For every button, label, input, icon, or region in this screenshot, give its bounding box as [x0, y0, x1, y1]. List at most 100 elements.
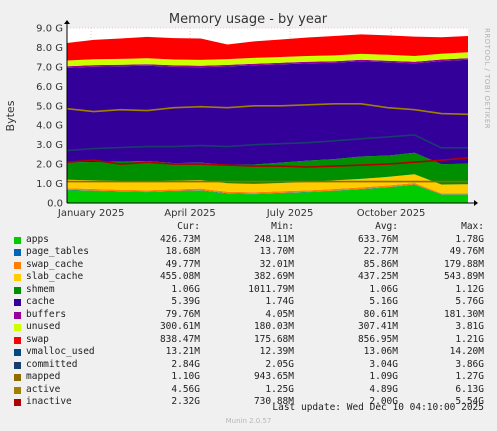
legend-min: 2.05G — [265, 358, 294, 370]
legend-min: 382.69M — [253, 271, 294, 282]
y-tick-labels: 0.0 1.0 G 2.0 G 3.0 G 4.0 G 5.0 G 6.0 G 7.0 G 8.… — [36, 24, 63, 210]
y-tick-label: 3.0 G — [36, 140, 63, 151]
legend-row-slab_cache: slab_cache 455.08M 382.69M 437.25M 543.89M — [0, 271, 497, 284]
legend-avg: 437.25M — [357, 271, 398, 282]
legend-swatch — [14, 274, 21, 281]
y-tick-label: 2.0 G — [36, 160, 63, 171]
y-axis-label: Bytes — [4, 100, 17, 131]
legend-row-page_tables: page_tables 18.68M 13.70M 22.77M 49.76M — [0, 246, 497, 259]
legend-name: apps — [26, 233, 49, 245]
legend-min: 1.74G — [265, 296, 294, 307]
legend-cur: 79.76M — [165, 308, 200, 320]
legend-max: 5.76G — [455, 296, 484, 307]
header-avg: Avg: — [375, 221, 398, 232]
legend-cur: 1.06G — [171, 283, 200, 295]
legend-max: 3.86G — [455, 358, 484, 370]
legend-name: unused — [26, 321, 61, 332]
memory-chart: Memory usage - by year Bytes RRDTOOL / T… — [4, 12, 491, 219]
legend-avg: 2.00G — [369, 396, 398, 407]
legend-header: Cur: Min: Avg: Max: — [0, 221, 497, 234]
y-tick-label: 4.0 G — [36, 121, 63, 132]
legend-max: 3.81G — [455, 321, 484, 332]
legend-cur: 5.39G — [171, 296, 200, 307]
legend-name: slab_cache — [26, 271, 84, 282]
rrdtool-credit: RRDTOOL / TOBI OETIKER — [483, 28, 491, 129]
munin-version: Munin 2.0.57 — [225, 417, 272, 425]
legend-max: 14.20M — [449, 346, 484, 357]
legend-swatch — [14, 286, 21, 294]
area-apps — [67, 184, 468, 203]
header-min: Min: — [271, 221, 294, 232]
legend-cur: 13.21M — [165, 346, 200, 357]
legend-name: mapped — [26, 371, 61, 382]
y-axis-arrow — [64, 20, 70, 24]
last-update: Last update: Wed Dec 10 04:10:00 2025 — [272, 402, 484, 413]
legend-min: 1.25G — [265, 383, 294, 395]
legend-avg: 633.76M — [357, 233, 398, 245]
legend-name: page_tables — [26, 246, 89, 257]
legend-cur: 4.56G — [171, 383, 200, 395]
legend-min: 12.39M — [259, 346, 294, 357]
legend-avg: 22.77M — [363, 246, 398, 257]
legend-cur: 838.47M — [159, 333, 200, 345]
legend-cur: 2.32G — [171, 396, 200, 407]
legend-name: active — [26, 383, 61, 395]
legend-min: 1011.79M — [248, 283, 294, 295]
line-committed — [66, 134, 468, 152]
legend-swatch — [14, 261, 21, 269]
legend-avg: 85.86M — [363, 258, 398, 270]
area-buffers — [67, 58, 468, 68]
legend-row-swap: swap 838.47M 175.68M 856.95M 1.21G — [0, 334, 497, 347]
legend-avg: 80.61M — [363, 308, 398, 320]
legend-name: inactive — [26, 396, 72, 407]
legend-swatch — [14, 249, 21, 256]
x-tick-labels: January 2025 April 2025 July 2025 October 2… — [57, 208, 426, 219]
legend-swatch — [14, 336, 21, 344]
area-swap — [67, 34, 468, 61]
legend-avg: 13.06M — [363, 346, 398, 357]
legend-swatch — [14, 399, 21, 406]
legend-avg: 307.41M — [357, 321, 398, 332]
legend-min: 248.11M — [253, 233, 294, 245]
legend-avg: 1.09G — [369, 371, 398, 382]
legend-row-inactive: inactive 2.32G 730.88M 2.00G 5.54G — [0, 396, 497, 409]
legend-min: 13.70M — [259, 246, 294, 257]
legend-max: 1.78G — [455, 233, 484, 245]
line-active — [66, 103, 469, 116]
legend-max: 1.27G — [455, 371, 484, 382]
legend-avg: 856.95M — [357, 333, 398, 345]
legend-cur: 455.08M — [159, 271, 200, 282]
legend-cur: 49.77M — [165, 258, 200, 270]
legend-swatch — [14, 299, 21, 306]
x-tick-label: October 2025 — [357, 208, 426, 219]
legend-min: 4.05M — [265, 308, 294, 320]
legend-name: committed — [26, 358, 78, 370]
y-tick-label: 8.0 G — [36, 43, 63, 54]
y-tick-label: 5.0 G — [36, 101, 63, 112]
legend-min: 175.68M — [253, 333, 294, 345]
header-max: Max: — [461, 221, 484, 232]
x-axis-arrow — [474, 200, 478, 206]
y-tick-label: 1.0 G — [36, 179, 63, 190]
legend-swatch — [14, 324, 21, 331]
area-series — [67, 34, 468, 203]
legend-min: 730.88M — [253, 396, 294, 407]
legend-cur: 1.10G — [171, 371, 200, 382]
legend-row-active: active 4.56G 1.25G 4.89G 6.13G — [0, 384, 497, 397]
legend-row-cache: cache 5.39G 1.74G 5.16G 5.76G — [0, 296, 497, 309]
header-cur: Cur: — [177, 221, 200, 232]
y-tick-label: 6.0 G — [36, 82, 63, 93]
legend-avg: 3.04G — [369, 358, 398, 370]
legend-swatch — [14, 374, 21, 381]
legend-max: 543.89M — [443, 271, 484, 282]
legend-name: vmalloc_used — [26, 346, 95, 357]
axes — [64, 20, 478, 206]
legend-cur: 300.61M — [159, 321, 200, 332]
legend-row-vmalloc_used: vmalloc_used 13.21M 12.39M 13.06M 14.20M — [0, 346, 497, 359]
legend-max: 1.12G — [455, 283, 484, 295]
legend-max: 179.88M — [443, 258, 484, 270]
area-cache — [67, 59, 468, 165]
area-shmem — [67, 152, 468, 185]
x-tick-label: January 2025 — [57, 208, 125, 219]
legend-row-apps: apps 426.73M 248.11M 633.76M 1.78G — [0, 234, 497, 247]
